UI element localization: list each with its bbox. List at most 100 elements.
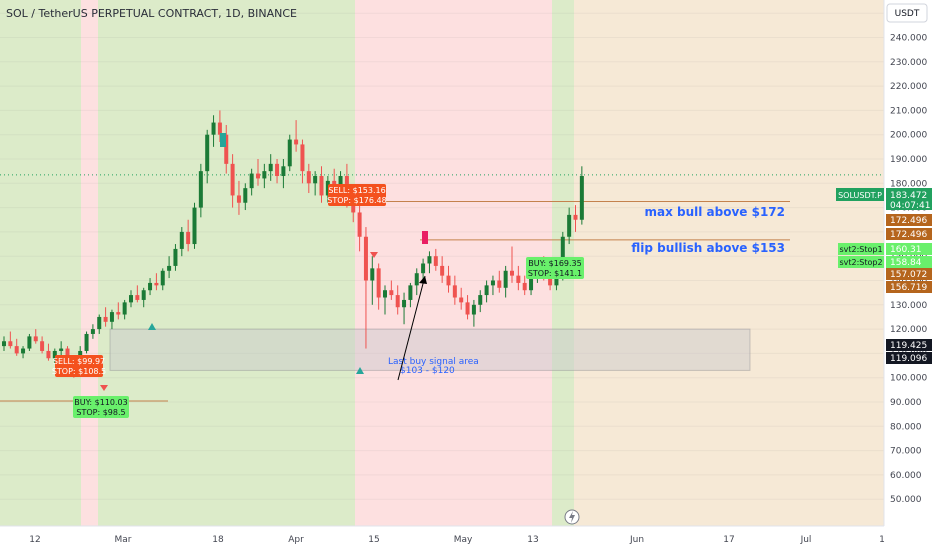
arrow-line xyxy=(397,275,426,381)
regime-band-green xyxy=(98,0,355,526)
candle-body xyxy=(186,231,191,245)
background-regimes xyxy=(0,0,884,526)
candle-body xyxy=(211,122,216,135)
y-tick-label: 80.000 xyxy=(890,422,922,432)
signal-line: SELL: $99.97 xyxy=(53,357,105,366)
candle-body xyxy=(198,171,203,208)
sell-triangle-marker xyxy=(370,252,378,258)
x-tick-label: 15 xyxy=(368,535,379,545)
x-tick-label: Mar xyxy=(115,535,132,545)
candle-body xyxy=(179,231,184,249)
buy-triangle-marker xyxy=(356,367,364,374)
signal-flag-marker xyxy=(422,231,428,244)
candle-body xyxy=(148,282,153,291)
candle-body xyxy=(522,282,527,291)
price-tag-value: 172.496 xyxy=(890,216,927,226)
candle-body xyxy=(351,202,356,213)
candle-body xyxy=(33,336,38,342)
candle-body xyxy=(21,348,26,354)
level-label-flip: flip bullish above $153 xyxy=(631,241,785,255)
candle-body xyxy=(230,163,235,196)
candle-body xyxy=(313,176,318,184)
candle-body xyxy=(465,302,470,315)
x-tick-label: 18 xyxy=(212,535,224,545)
last-price-timer: 04:07:41 xyxy=(890,201,930,211)
price-tag-value: 172.496 xyxy=(890,230,927,240)
price-tag xyxy=(886,214,932,226)
candle-body xyxy=(262,171,267,179)
candle-body xyxy=(217,122,222,135)
currency-button[interactable]: USDT xyxy=(886,3,928,23)
candle-body xyxy=(122,302,127,315)
zone-sublabel: $103 - $120 xyxy=(400,366,455,376)
x-tick-label: Apr xyxy=(288,535,304,545)
candle-body xyxy=(573,214,578,220)
signal-markers xyxy=(100,133,428,391)
signal-flag-marker xyxy=(220,133,226,147)
arrow-head xyxy=(419,276,427,284)
candle-body xyxy=(173,248,178,266)
candle-body xyxy=(363,236,368,281)
candle-body xyxy=(129,295,133,303)
candle-body xyxy=(427,256,432,264)
candle-body xyxy=(548,278,553,286)
candle-body xyxy=(52,350,57,359)
candle-body xyxy=(554,275,559,286)
price-tag-value: 158.84 xyxy=(890,258,922,268)
candle-body xyxy=(357,212,362,237)
candle-body xyxy=(440,265,445,276)
time-axis[interactable] xyxy=(0,526,932,550)
price-tag-value: 119.096 xyxy=(890,354,927,364)
currency-button-label: USDT xyxy=(895,9,920,19)
signal-box-sell xyxy=(328,184,386,206)
candle-body xyxy=(433,256,438,266)
candle-body xyxy=(243,188,248,203)
candle-body xyxy=(249,173,254,189)
candle-body xyxy=(490,280,495,286)
signal-line: STOP: $98.5 xyxy=(76,408,125,417)
candle-body xyxy=(402,299,407,308)
candle-body xyxy=(516,275,521,283)
candle-body xyxy=(135,295,140,300)
buy-zone: Last buy signal area$103 - $120 xyxy=(109,328,751,376)
candle-body xyxy=(510,270,514,276)
signal-line: BUY: $110.03 xyxy=(74,398,128,407)
stop-label-tag xyxy=(838,243,884,255)
candle-body xyxy=(40,341,45,351)
time-axis-labels: 12 Mar 18 Apr 15 May 13 Jun 17 Jul 1 xyxy=(29,535,885,545)
regime-band-green xyxy=(0,0,81,526)
y-tick-label: 130.000 xyxy=(890,301,927,311)
x-tick-label: Jul xyxy=(800,535,812,545)
x-tick-label: 1 xyxy=(879,535,885,545)
stop-label-tag xyxy=(838,256,884,268)
candle-body xyxy=(275,163,280,177)
candle-body xyxy=(478,295,483,305)
candle-body xyxy=(300,144,305,172)
lightning-icon[interactable] xyxy=(564,509,580,525)
candle-body xyxy=(446,275,451,286)
candle-body xyxy=(256,173,260,179)
price-tag xyxy=(886,339,932,351)
candle-body xyxy=(306,171,311,184)
x-tick-label: May xyxy=(454,535,473,545)
candle-body xyxy=(497,280,502,288)
candle-body xyxy=(294,139,299,145)
buy-triangle-marker xyxy=(148,323,156,330)
candle-body xyxy=(529,273,534,291)
candle-body xyxy=(205,134,210,172)
sell-triangle-marker xyxy=(100,385,108,391)
candle-body xyxy=(109,312,114,322)
price-tag-value: 160.31 xyxy=(890,245,922,255)
price-tag-value: 156.719 xyxy=(890,283,927,293)
candle-body xyxy=(141,290,146,300)
y-tick-label: 90.000 xyxy=(890,398,922,408)
y-tick-label: 120.000 xyxy=(890,325,927,335)
candle-body xyxy=(452,285,457,298)
candle-body xyxy=(14,346,19,354)
y-tick-label: 220.000 xyxy=(890,82,927,92)
x-tick-label: 17 xyxy=(723,535,734,545)
signal-line: SELL: $153.16 xyxy=(328,186,385,195)
candle-body xyxy=(560,236,565,276)
